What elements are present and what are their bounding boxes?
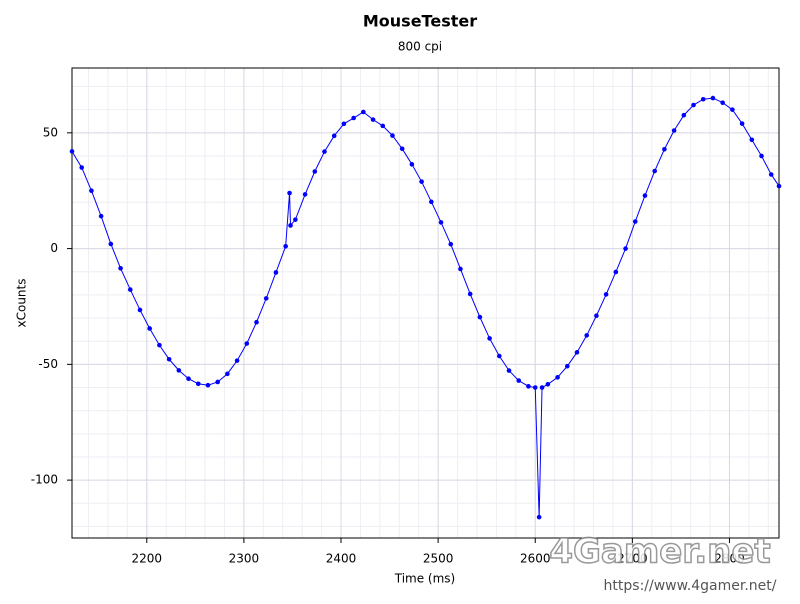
data-point [691, 102, 696, 108]
data-point [749, 137, 755, 143]
data-point [244, 341, 250, 346]
data-point [293, 217, 298, 222]
data-point [564, 363, 570, 369]
data-point [157, 342, 162, 348]
y-tick-label: -100 [31, 473, 58, 487]
data-point [341, 121, 347, 127]
plot-frame [71, 67, 780, 539]
data-point [632, 219, 638, 224]
data-point [205, 382, 211, 388]
data-point [312, 169, 318, 174]
data-point [287, 190, 292, 196]
x-tick-label: 2800 [714, 552, 745, 566]
y-tick-label: -50 [38, 357, 58, 371]
data-point [710, 95, 716, 101]
data-point [283, 243, 288, 249]
data-point [662, 146, 667, 152]
data-point [234, 358, 240, 363]
x-tick-label: 2500 [423, 552, 454, 566]
chart-title: MouseTester [363, 12, 477, 31]
data-point [127, 287, 133, 292]
data-point [603, 292, 609, 297]
data-point [730, 107, 735, 112]
data-point [642, 193, 648, 198]
data-point [487, 336, 492, 341]
data-point [361, 109, 366, 115]
data-point [409, 162, 415, 167]
data-point [739, 121, 745, 126]
data-point [176, 368, 182, 373]
data-point [429, 199, 434, 205]
data-point [438, 220, 444, 225]
data-point [681, 112, 687, 118]
data-point [776, 183, 782, 189]
data-point [147, 326, 152, 331]
x-tick-label: 2200 [132, 552, 163, 566]
data-point [108, 241, 114, 247]
data-point [390, 133, 395, 138]
data-point [288, 223, 293, 228]
data-point [759, 153, 764, 159]
data-point [545, 381, 551, 387]
watermark-url: https://www.4gamer.net/ [604, 578, 777, 594]
x-tick-label: 2700 [617, 552, 648, 566]
data-point [497, 353, 502, 359]
data-point [768, 172, 774, 177]
data-point [419, 179, 424, 184]
data-point [302, 192, 308, 197]
data-point [448, 241, 454, 247]
x-tick-label: 2600 [520, 552, 551, 566]
data-point [69, 149, 75, 154]
data-point [399, 146, 405, 152]
data-point [254, 319, 259, 325]
data-point [652, 168, 657, 174]
data-point [594, 313, 599, 319]
data-point [532, 385, 538, 390]
data-point [613, 269, 619, 275]
data-point [720, 100, 725, 106]
data-point [118, 265, 123, 271]
data-line [71, 97, 780, 518]
data-point [225, 371, 230, 377]
data-point [215, 379, 220, 385]
data-point [195, 381, 201, 387]
data-point [263, 296, 269, 301]
data-point [186, 376, 191, 382]
data-point [137, 307, 143, 313]
data-point [458, 266, 463, 272]
data-point [526, 384, 531, 389]
data-point [536, 514, 542, 520]
x-tick-label: 2300 [229, 552, 260, 566]
data-point [331, 133, 337, 139]
data-point [79, 165, 85, 170]
watermark: 4Gamer.net [549, 532, 770, 572]
data-point [98, 213, 104, 219]
data-point [671, 128, 677, 133]
data-point [623, 246, 628, 251]
data-point [89, 188, 94, 194]
data-point [370, 117, 376, 122]
y-tick-label: 0 [50, 241, 58, 255]
data-point [166, 356, 172, 362]
y-axis-label: xCounts [15, 279, 29, 328]
data-point [467, 291, 473, 297]
data-point [380, 123, 386, 129]
chart-subtitle: 800 cpi [398, 40, 442, 54]
data-point [516, 378, 522, 383]
y-tick-label: 50 [43, 125, 58, 139]
data-point [273, 270, 279, 275]
data-point [584, 333, 590, 338]
data-point [539, 385, 545, 390]
data-point [322, 149, 327, 154]
x-axis-label: Time (ms) [394, 572, 456, 586]
x-tick-label: 2400 [326, 552, 357, 566]
data-point [700, 96, 706, 102]
data-point [574, 350, 580, 355]
data-point [477, 314, 483, 320]
data-point [555, 375, 560, 380]
data-point [506, 368, 512, 373]
data-point [351, 115, 356, 121]
plot-area: 2200 2300 2400 2500 2600 2700 2800 -100 -50 0 50 [31, 67, 782, 566]
